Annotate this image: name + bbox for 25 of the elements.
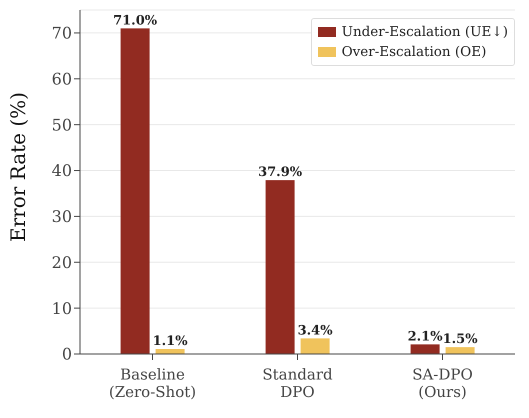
bar — [266, 180, 295, 354]
bar — [300, 338, 330, 354]
y-tick-label: 60 — [52, 69, 72, 88]
x-tick-label: Baseline (Zero-Shot) — [108, 366, 196, 401]
y-tick-label: 70 — [52, 24, 72, 43]
data-label: 2.1% — [408, 329, 444, 344]
bar — [120, 28, 150, 354]
y-tick-label: 30 — [52, 207, 72, 226]
data-label: 71.0% — [113, 13, 158, 28]
y-tick-label: 50 — [52, 115, 72, 134]
data-label: 1.1% — [152, 334, 188, 349]
bar — [446, 347, 475, 354]
data-label: 37.9% — [258, 165, 303, 180]
legend-label: Under-Escalation (UE↓) — [342, 23, 508, 42]
y-tick-label: 40 — [52, 161, 72, 180]
y-tick-label: 20 — [52, 252, 72, 272]
x-tick-label: SA-DPO (Ours) — [412, 366, 473, 401]
bar — [410, 344, 440, 354]
y-axis-title: Error Rate (%) — [6, 92, 30, 242]
data-label: 3.4% — [298, 323, 334, 338]
data-label: 1.5% — [442, 332, 478, 348]
y-tick-label: 0 — [62, 344, 72, 364]
legend-label: Over-Escalation (OE) — [342, 43, 486, 62]
x-tick-label: Standard DPO — [262, 366, 334, 401]
y-tick-label: 10 — [52, 298, 72, 318]
